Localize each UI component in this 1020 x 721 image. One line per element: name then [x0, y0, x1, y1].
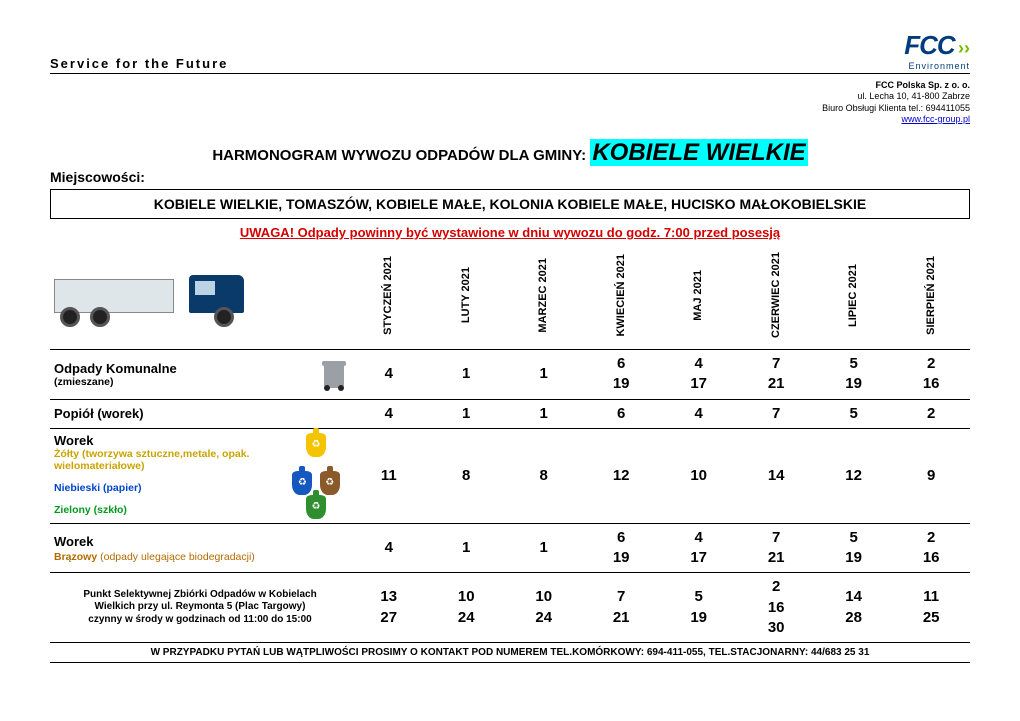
worek-d4: 12 — [582, 428, 659, 523]
company-address: ul. Lecha 10, 41-800 Zabrze — [50, 91, 970, 102]
warning-text: UWAGA! Odpady powinny być wystawione w d… — [50, 225, 970, 240]
row-bio: Worek Brązowy (odpady ulegające biodegra… — [50, 523, 970, 573]
grey-bin-icon — [322, 361, 346, 388]
worek-title: Worek — [54, 433, 280, 448]
worek-d8: 9 — [892, 428, 970, 523]
popiol-d8: 2 — [892, 399, 970, 428]
title-highlight: KOBIELE WIELKIE — [590, 139, 807, 166]
popiol-d5: 4 — [660, 399, 737, 428]
worek-d3: 8 — [505, 428, 582, 523]
pszok-d3: 10 24 — [505, 573, 582, 643]
worek-yellow-label: Żółty (tworzywa sztuczne,metale, opak. w… — [54, 448, 280, 472]
row-footer: W PRZYPADKU PYTAŃ LUB WĄTPLIWOŚCI PROSIM… — [50, 643, 970, 663]
popiol-d3: 1 — [505, 399, 582, 428]
komunalne-d2: 1 — [427, 350, 504, 400]
garbage-truck-icon — [54, 267, 244, 327]
month-2: LUTY 2021 — [427, 244, 504, 350]
bio-d2: 1 — [427, 523, 504, 573]
bio-d5: 4 17 — [660, 523, 737, 573]
bio-d6: 7 21 — [737, 523, 814, 573]
popiol-title: Popiół (worek) — [54, 406, 144, 421]
komunalne-d3: 1 — [505, 350, 582, 400]
title-prefix: HARMONOGRAM WYWOZU ODPADÓW DLA GMINY: — [212, 147, 586, 164]
header: Service for the Future FCC ›› Environmen… — [50, 30, 970, 74]
pszok-d8: 11 25 — [892, 573, 970, 643]
yellow-bag-icon: ♻ — [306, 433, 326, 457]
worek-d1: 11 — [350, 428, 427, 523]
month-4: KWIECIEŃ 2021 — [582, 244, 659, 350]
komunalne-d8: 2 16 — [892, 350, 970, 400]
company-name: FCC Polska Sp. z o. o. — [50, 80, 970, 91]
komunalne-sub: (zmieszane) — [54, 376, 177, 388]
komunalne-d5: 4 17 — [660, 350, 737, 400]
popiol-d7: 5 — [815, 399, 892, 428]
row-worek: Worek Żółty (tworzywa sztuczne,metale, o… — [50, 428, 970, 523]
komunalne-d1: 4 — [350, 350, 427, 400]
month-8: SIERPIEŃ 2021 — [892, 244, 970, 350]
footer-note: W PRZYPADKU PYTAŃ LUB WĄTPLIWOŚCI PROSIM… — [50, 643, 970, 663]
truck-cell — [50, 244, 350, 350]
bio-d4: 6 19 — [582, 523, 659, 573]
worek-d2: 8 — [427, 428, 504, 523]
pszok-line3: czynny w środy w godzinach od 11:00 do 1… — [54, 614, 346, 627]
komunalne-title: Odpady Komunalne — [54, 361, 177, 376]
pszok-line2: Wielkich przy ul. Reymonta 5 (Plac Targo… — [54, 601, 346, 614]
company-phone: Biuro Obsługi Klienta tel.: 694411055 — [50, 103, 970, 114]
bio-d3: 1 — [505, 523, 582, 573]
worek-d5: 10 — [660, 428, 737, 523]
pszok-d6: 2 16 30 — [737, 573, 814, 643]
bio-d8: 2 16 — [892, 523, 970, 573]
month-3: MARZEC 2021 — [505, 244, 582, 350]
schedule-table: STYCZEŃ 2021 LUTY 2021 MARZEC 2021 KWIEC… — [50, 244, 970, 663]
komunalne-d4: 6 19 — [582, 350, 659, 400]
popiol-d4: 6 — [582, 399, 659, 428]
pszok-line1: Punkt Selektywnej Zbiórki Odpadów w Kobi… — [54, 589, 346, 602]
popiol-d6: 7 — [737, 399, 814, 428]
logo-subtext: Environment — [904, 61, 970, 71]
row-popiol: Popiół (worek) 4 1 1 6 4 7 5 2 — [50, 399, 970, 428]
logo-arrow-icon: ›› — [958, 38, 970, 58]
bio-d7: 5 19 — [815, 523, 892, 573]
popiol-d1: 4 — [350, 399, 427, 428]
bio-sub-prefix: Brązowy — [54, 551, 100, 563]
company-url[interactable]: www.fcc-group.pl — [901, 114, 970, 124]
green-bag-icon: ♻ — [306, 495, 326, 519]
worek-blue-label: Niebieski (papier) — [54, 482, 280, 494]
title-line: HARMONOGRAM WYWOZU ODPADÓW DLA GMINY: KO… — [50, 139, 970, 167]
month-7: LIPIEC 2021 — [815, 244, 892, 350]
worek-green-label: Zielony (szkło) — [54, 504, 280, 516]
pszok-d2: 10 24 — [427, 573, 504, 643]
komunalne-d7: 5 19 — [815, 350, 892, 400]
popiol-d2: 1 — [427, 399, 504, 428]
company-info: FCC Polska Sp. z o. o. ul. Lecha 10, 41-… — [50, 80, 970, 125]
month-1: STYCZEŃ 2021 — [350, 244, 427, 350]
month-6: CZERWIEC 2021 — [737, 244, 814, 350]
header-row: STYCZEŃ 2021 LUTY 2021 MARZEC 2021 KWIEC… — [50, 244, 970, 350]
brown-bag-icon: ♻ — [320, 471, 340, 495]
month-5: MAJ 2021 — [660, 244, 737, 350]
logo-text: FCC — [904, 30, 954, 60]
blue-bag-icon: ♻ — [292, 471, 312, 495]
logo: FCC ›› Environment — [904, 30, 970, 71]
slogan: Service for the Future — [50, 56, 228, 71]
pszok-d5: 5 19 — [660, 573, 737, 643]
bio-title: Worek — [54, 534, 346, 549]
localities-label: Miejscowości: — [50, 169, 970, 185]
worek-d7: 12 — [815, 428, 892, 523]
pszok-d4: 7 21 — [582, 573, 659, 643]
pszok-d1: 13 27 — [350, 573, 427, 643]
pszok-d7: 14 28 — [815, 573, 892, 643]
row-komunalne: Odpady Komunalne (zmieszane) 4 1 1 6 19 … — [50, 350, 970, 400]
worek-d6: 14 — [737, 428, 814, 523]
localities-box: KOBIELE WIELKIE, TOMASZÓW, KOBIELE MAŁE,… — [50, 189, 970, 219]
row-pszok: Punkt Selektywnej Zbiórki Odpadów w Kobi… — [50, 573, 970, 643]
bio-d1: 4 — [350, 523, 427, 573]
komunalne-d6: 7 21 — [737, 350, 814, 400]
bio-sub-rest: (odpady ulegające biodegradacji) — [100, 551, 255, 563]
